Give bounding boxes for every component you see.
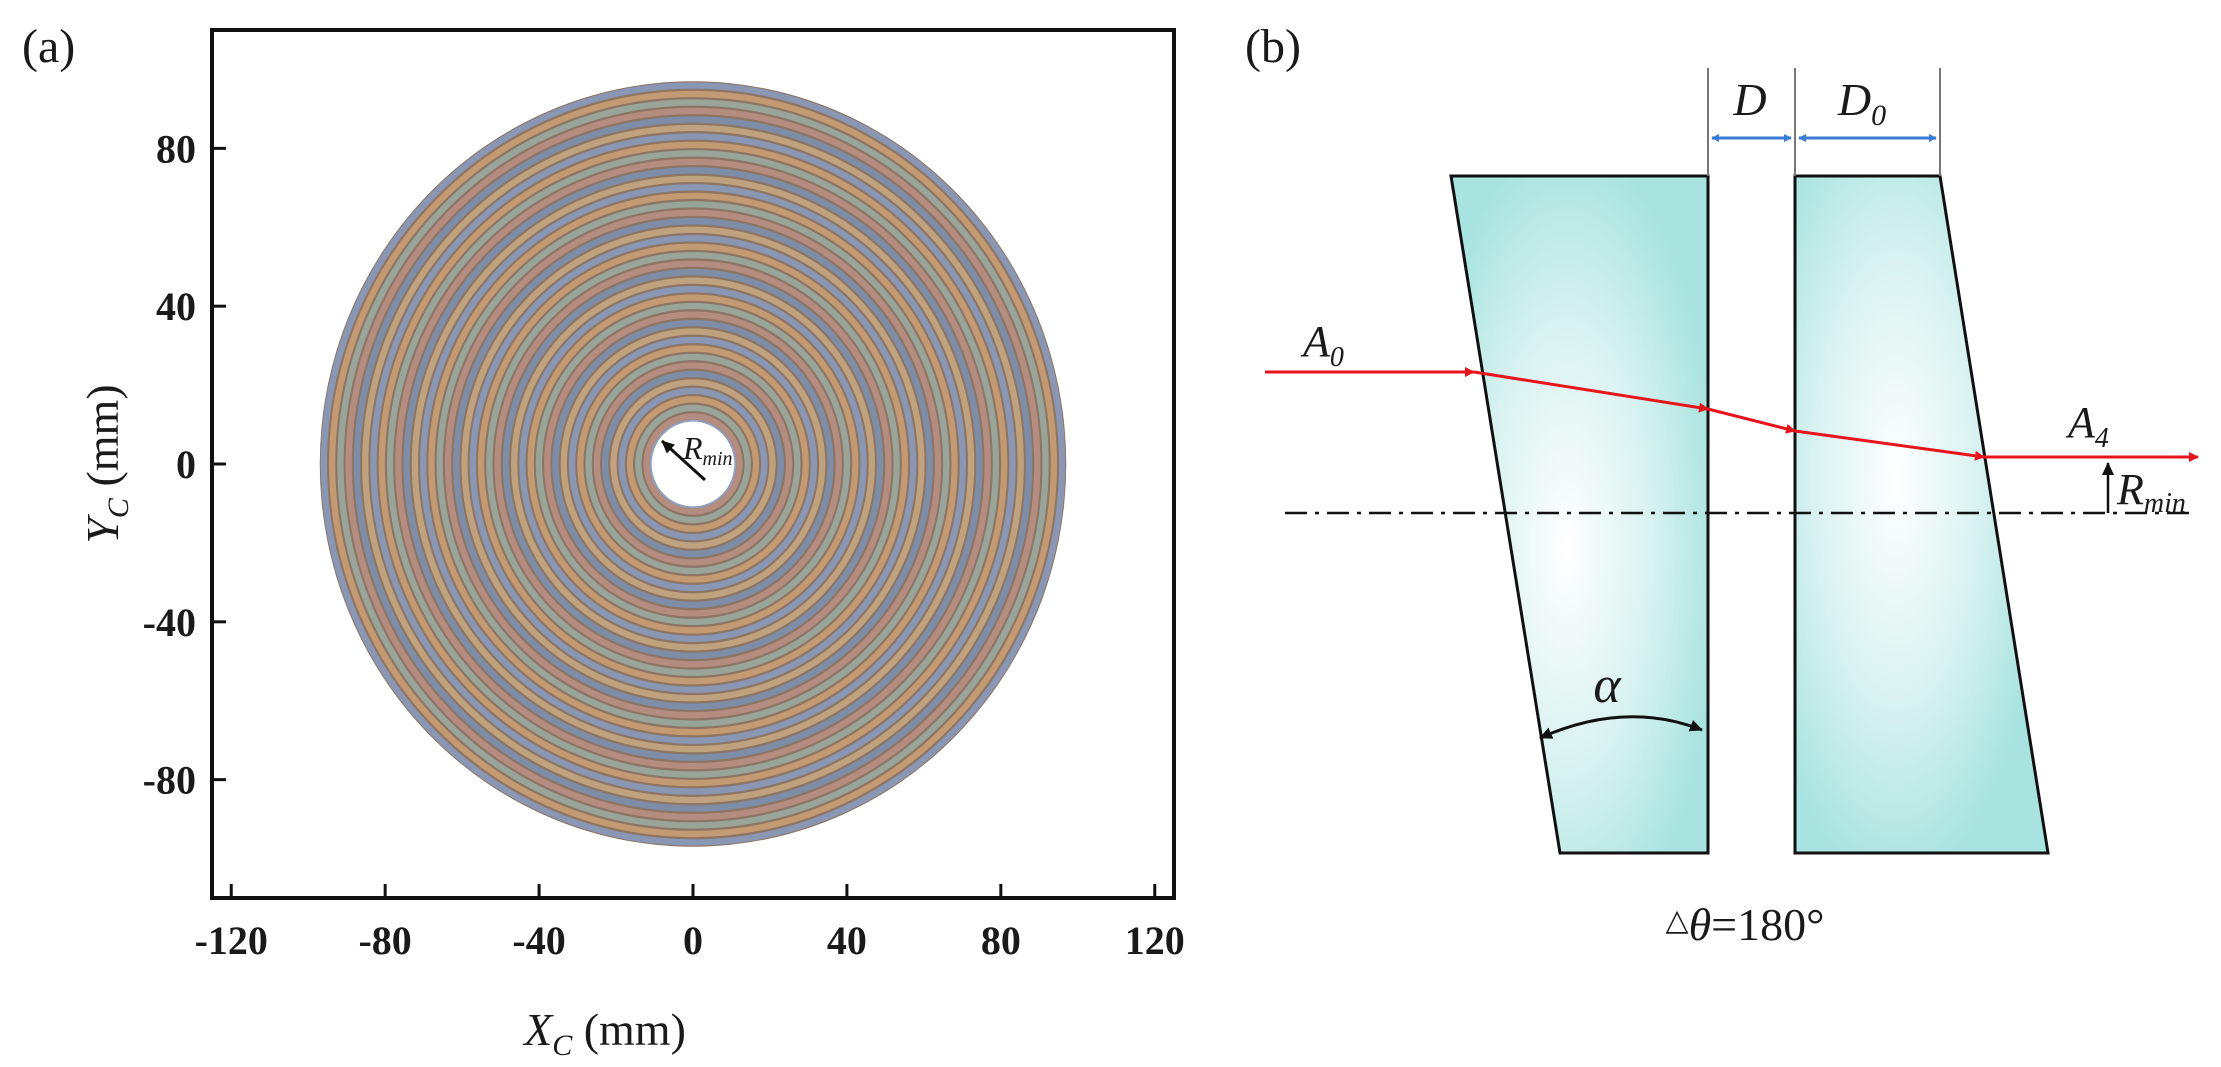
y-tick-label: -40 [143,600,196,645]
label-D: D [1732,74,1766,125]
ring-pattern [319,81,1067,847]
ring [568,336,818,592]
ring [635,404,751,524]
rmin-arrow [660,439,707,482]
ring [378,141,1008,787]
panel-b: (b) D D0 A0 A4 Rmin α △θ=180 [1245,20,2199,950]
ring [560,328,826,600]
ring [527,294,859,634]
wedge-prism-left [1449,174,1710,855]
ring [618,387,768,541]
ring [353,116,1033,812]
beam-path [1265,367,2199,462]
x-tick-label: -80 [358,918,411,963]
ring [477,243,909,685]
panel-a-label: (a) [22,20,75,73]
ring [362,124,1024,804]
label-alpha: α [1593,657,1622,714]
ring [337,99,1049,829]
ring [610,379,776,549]
ring [370,133,1016,795]
ring [420,184,966,744]
x-tick-label: -120 [195,918,268,963]
ring [444,209,942,719]
label-Rmin: Rmin [2116,465,2186,519]
x-axis-title: XC (mm) [522,1004,686,1062]
ring [329,90,1057,838]
label-delta-theta: △θ=180° [1665,899,1824,950]
label-A4: A4 [2065,398,2109,454]
y-tick-label: -80 [143,758,196,803]
ring [593,362,793,566]
panel-b-label: (b) [1245,20,1301,73]
ring [461,226,925,702]
ring [519,286,867,642]
ring [436,201,950,727]
label-A0: A0 [1300,317,1344,373]
x-tick-label: 80 [981,918,1021,963]
y-axis-title: YC (mm) [77,384,135,543]
ring [602,370,784,558]
x-tick-label: 40 [827,918,867,963]
ring [453,218,933,710]
ring [469,235,917,693]
ring [643,413,743,515]
ring [585,353,801,575]
x-tick-label: -40 [512,918,565,963]
beam-segment-prism1 [1473,370,1709,413]
beam-segment-prism2 [1794,429,1985,461]
ring [395,158,991,770]
y-tick-label: 0 [176,442,196,487]
y-axis-ticks: -80 -40 0 40 80 [143,126,226,803]
ring [320,82,1066,846]
ring [544,311,842,617]
x-tick-label: 0 [683,918,703,963]
rmin-label-a: Rmin [682,430,733,470]
ring [403,167,983,761]
ring [511,277,875,651]
ring [535,302,851,626]
wedge-angle-arc [1539,715,1703,740]
label-D0: D0 [1837,74,1886,132]
ring [494,260,892,668]
beam-segment-gap [1707,407,1796,434]
ring [428,192,958,736]
wedge-prism-right [1793,174,2050,855]
ring [626,396,760,532]
ring [552,319,834,609]
x-tick-label: 120 [1125,918,1185,963]
x-axis-ticks: -120 -80 -40 0 40 80 120 [195,884,1185,963]
y-tick-label: 80 [156,126,196,171]
ring [345,107,1041,821]
ring [486,252,900,676]
ring [577,345,809,583]
ring [411,175,975,753]
ring [386,150,1000,778]
ring [502,269,884,659]
y-tick-label: 40 [156,284,196,329]
